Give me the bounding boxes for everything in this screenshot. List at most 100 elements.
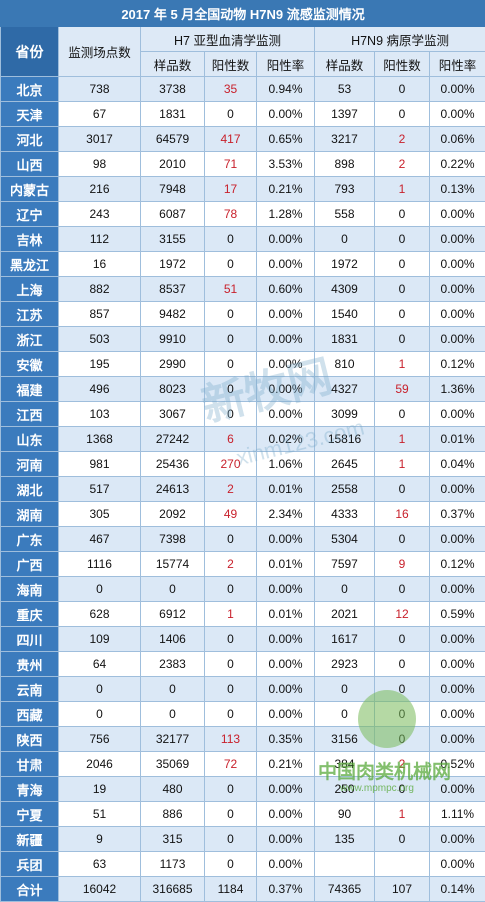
cell-h7-rate: 0.00% (257, 852, 315, 877)
cell-h7n9-rate: 0.00% (430, 477, 485, 502)
cell-h7-rate: 0.02% (257, 427, 315, 452)
cell-sites: 0 (59, 702, 141, 727)
cell-h7-samples: 6087 (141, 202, 205, 227)
cell-h7-rate: 0.00% (257, 577, 315, 602)
cell-h7-samples: 27242 (141, 427, 205, 452)
cell-sites: 738 (59, 77, 141, 102)
cell-province: 湖南 (1, 502, 59, 527)
cell-sites: 2046 (59, 752, 141, 777)
cell-h7n9-samples: 810 (315, 352, 375, 377)
cell-h7-rate: 0.00% (257, 402, 315, 427)
cell-sites: 857 (59, 302, 141, 327)
cell-h7n9-samples: 4327 (315, 377, 375, 402)
cell-h7-samples: 24613 (141, 477, 205, 502)
cell-h7n9-rate: 0.00% (430, 527, 485, 552)
cell-h7-samples: 6912 (141, 602, 205, 627)
cell-h7-positives: 417 (205, 127, 257, 152)
cell-h7-rate: 0.65% (257, 127, 315, 152)
cell-h7n9-samples: 4333 (315, 502, 375, 527)
cell-h7-positives: 0 (205, 102, 257, 127)
cell-h7-rate: 0.21% (257, 752, 315, 777)
cell-h7n9-rate: 0.13% (430, 177, 485, 202)
cell-province: 新疆 (1, 827, 59, 852)
cell-h7n9-positives: 16 (375, 502, 430, 527)
cell-h7n9-samples (315, 852, 375, 877)
header-h7n9-positives: 阳性数 (375, 52, 430, 77)
cell-h7n9-rate: 0.00% (430, 252, 485, 277)
cell-h7n9-positives: 0 (375, 227, 430, 252)
cell-sites: 756 (59, 727, 141, 752)
cell-h7n9-positives: 0 (375, 402, 430, 427)
cell-h7n9-rate: 0.06% (430, 127, 485, 152)
cell-sites: 0 (59, 677, 141, 702)
cell-h7n9-samples: 0 (315, 577, 375, 602)
cell-h7n9-rate: 0.00% (430, 677, 485, 702)
cell-h7n9-positives: 0 (375, 702, 430, 727)
cell-h7-samples: 7398 (141, 527, 205, 552)
cell-province: 青海 (1, 777, 59, 802)
cell-h7n9-positives: 0 (375, 577, 430, 602)
cell-h7-samples: 1831 (141, 102, 205, 127)
cell-sites: 195 (59, 352, 141, 377)
cell-h7n9-samples: 135 (315, 827, 375, 852)
cell-sites: 103 (59, 402, 141, 427)
cell-h7n9-positives: 1 (375, 352, 430, 377)
cell-h7n9-rate: 1.11% (430, 802, 485, 827)
cell-h7n9-rate: 0.37% (430, 502, 485, 527)
cell-h7-samples: 315 (141, 827, 205, 852)
header-h7-samples: 样品数 (141, 52, 205, 77)
cell-h7-rate: 3.53% (257, 152, 315, 177)
cell-h7n9-samples: 384 (315, 752, 375, 777)
cell-province: 黑龙江 (1, 252, 59, 277)
cell-h7n9-samples: 0 (315, 702, 375, 727)
cell-h7-positives: 0 (205, 577, 257, 602)
table-title: 2017 年 5 月全国动物 H7N9 流感监测情况 (1, 1, 485, 27)
cell-h7n9-positives: 0 (375, 327, 430, 352)
cell-sites: 16042 (59, 877, 141, 902)
cell-h7-positives: 0 (205, 852, 257, 877)
cell-h7-samples: 35069 (141, 752, 205, 777)
cell-province: 湖北 (1, 477, 59, 502)
cell-h7n9-rate: 0.01% (430, 427, 485, 452)
cell-h7n9-samples: 558 (315, 202, 375, 227)
cell-h7n9-positives: 2 (375, 127, 430, 152)
cell-sites: 98 (59, 152, 141, 177)
cell-h7-samples: 25436 (141, 452, 205, 477)
cell-h7n9-positives: 0 (375, 477, 430, 502)
cell-h7n9-positives: 2 (375, 152, 430, 177)
cell-province: 安徽 (1, 352, 59, 377)
cell-province: 西藏 (1, 702, 59, 727)
cell-sites: 112 (59, 227, 141, 252)
cell-h7-positives: 270 (205, 452, 257, 477)
cell-h7n9-samples: 3156 (315, 727, 375, 752)
cell-h7n9-rate: 0.00% (430, 77, 485, 102)
cell-sites: 63 (59, 852, 141, 877)
cell-province: 浙江 (1, 327, 59, 352)
cell-h7n9-positives: 1 (375, 802, 430, 827)
cell-h7n9-rate: 0.14% (430, 877, 485, 902)
cell-h7n9-rate: 0.00% (430, 202, 485, 227)
cell-sites: 3017 (59, 127, 141, 152)
cell-h7-samples: 32177 (141, 727, 205, 752)
cell-h7n9-rate: 0.00% (430, 702, 485, 727)
cell-h7n9-positives: 0 (375, 727, 430, 752)
cell-sites: 517 (59, 477, 141, 502)
cell-h7-positives: 0 (205, 777, 257, 802)
cell-h7-samples: 316685 (141, 877, 205, 902)
cell-h7-samples: 0 (141, 702, 205, 727)
cell-province: 四川 (1, 627, 59, 652)
cell-province: 甘肃 (1, 752, 59, 777)
cell-h7n9-positives: 0 (375, 777, 430, 802)
